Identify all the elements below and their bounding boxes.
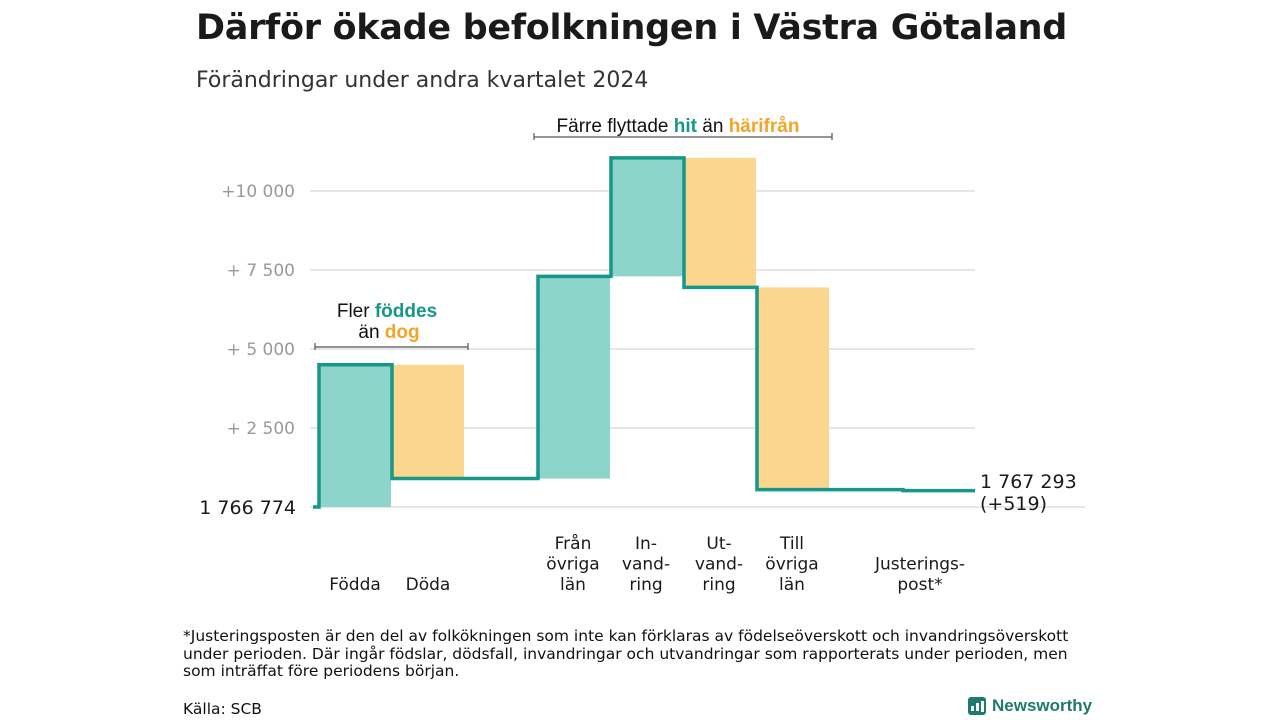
- logo-icon: [968, 697, 986, 715]
- category-label: Justerings-: [874, 555, 965, 575]
- moves-bracket: [533, 133, 833, 140]
- births-bracket: [314, 343, 469, 350]
- y-tick-label: + 7 500: [227, 261, 295, 281]
- category-label: ring: [702, 575, 735, 595]
- logo-text: Newsworthy: [992, 696, 1093, 715]
- category-label: län: [779, 575, 805, 595]
- moves-annotation: Färre flyttade hit än härifrån: [557, 116, 800, 137]
- births-annotation-line2: än dog: [358, 322, 419, 343]
- category-label: övriga: [765, 555, 818, 575]
- y-tick-label: + 2 500: [227, 419, 295, 439]
- cumulative-step-line: [313, 156, 975, 509]
- waterfall-bar: [611, 157, 683, 277]
- category-label: Från: [555, 533, 592, 554]
- footnote: *Justeringsposten är den del av folkökni…: [183, 627, 1069, 680]
- y-tick-label: +10 000: [221, 182, 295, 202]
- category-label: ring: [629, 575, 662, 595]
- chart-subtitle: Förändringar under andra kvartalet 2024: [196, 68, 649, 93]
- source-note: Källa: SCB: [183, 700, 262, 718]
- category-label: vand-: [695, 555, 743, 575]
- waterfall-chart: + 2 500 + 5 000 + 7 500 +10 000 1 766 774 1 7…: [199, 116, 1085, 595]
- category-label: övriga: [546, 555, 599, 575]
- end-value-label: 1 767 293: [980, 471, 1077, 493]
- newsworthy-logo[interactable]: Newsworthy: [968, 696, 1092, 716]
- category-label: Födda: [329, 575, 381, 595]
- category-label: vand-: [622, 555, 670, 575]
- births-annotation-line1: Fler föddes: [337, 301, 437, 322]
- waterfall-bar: [392, 364, 464, 479]
- category-label: Ut-: [706, 534, 731, 554]
- end-change-label: (+519): [980, 493, 1047, 515]
- waterfall-bar: [538, 276, 610, 479]
- waterfall-bar: [684, 157, 756, 288]
- category-label: post*: [897, 575, 942, 595]
- waterfall-bar: [319, 364, 391, 507]
- category-label: län: [560, 575, 586, 595]
- y-tick-label: + 5 000: [227, 340, 295, 360]
- category-label: Till: [779, 534, 804, 554]
- waterfall-bar: [757, 287, 829, 490]
- chart-title: Därför ökade befolkningen i Västra Götal…: [196, 8, 1068, 48]
- category-label: Döda: [406, 575, 451, 595]
- category-label: In-: [635, 534, 657, 554]
- baseline-label: 1 766 774: [199, 497, 296, 519]
